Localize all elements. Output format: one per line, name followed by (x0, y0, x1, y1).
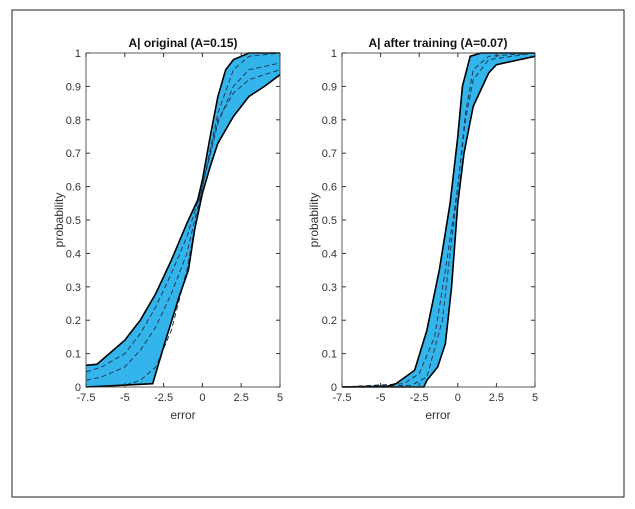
y-tick-label: 0.7 (322, 148, 337, 160)
x-tick-label: 2.5 (489, 392, 504, 404)
plot-title: A| original (A=0.15) (128, 36, 237, 50)
x-tick-label: 5 (277, 392, 283, 404)
y-axis-label: probability (307, 193, 321, 248)
dashed-curve (341, 52, 536, 388)
x-tick-label: 0 (455, 392, 461, 404)
x-axis-label: error (170, 408, 195, 422)
y-tick-label: 0.5 (322, 215, 337, 227)
y-tick-label: 0 (331, 382, 337, 394)
x-tick-label: -2.5 (154, 392, 173, 404)
y-tick-label: 0.2 (322, 315, 337, 327)
x-axis-label: error (425, 408, 450, 422)
x-tick-label: -2.5 (410, 392, 429, 404)
x-tick-label: -5 (376, 392, 386, 404)
x-tick-label: 0 (199, 392, 205, 404)
dashed-curve (85, 52, 281, 373)
dashed-curve (341, 52, 536, 388)
y-tick-label: 0.4 (66, 248, 81, 260)
lower-boundary (85, 74, 281, 388)
upper-boundary (85, 52, 280, 367)
x-tick-label: 5 (532, 392, 538, 404)
figure-border (11, 9, 625, 498)
y-tick-label: 0.2 (66, 315, 81, 327)
y-tick-label: 0.3 (66, 282, 81, 294)
x-tick-label: -7.5 (333, 392, 352, 404)
y-axis-label: probability (52, 193, 66, 248)
y-tick-label: 0.1 (66, 349, 81, 361)
y-tick-label: 0.8 (322, 115, 337, 127)
y-tick-label: 1 (75, 48, 81, 60)
y-tick-label: 1 (331, 48, 337, 60)
y-tick-label: 0.3 (322, 282, 337, 294)
plot-original: -7.5 -5 -2.5 0 2.5 5 0 0.1 0.2 0.3 0.4 0.5 0.6 0.7 0.8… (52, 36, 283, 422)
dashed-curve (85, 69, 281, 388)
y-tick-label: 0.1 (322, 349, 337, 361)
y-tick-label: 0.5 (66, 215, 81, 227)
y-tick-label: 0.6 (66, 182, 81, 194)
y-tick-label: 0.9 (322, 81, 337, 93)
plot-area (86, 53, 280, 387)
plot-after-training: -7.5 -5 -2.5 0 2.5 5 0 0.1 0.2 0.3 0.4 0.5 0.6 0.7 0.8… (307, 36, 538, 422)
y-tick-label: 0.8 (66, 115, 81, 127)
y-tick-label: 0.6 (322, 182, 337, 194)
plot-title: A| after training (A=0.07) (368, 36, 507, 50)
confidence-band (342, 53, 535, 387)
dashed-curve (85, 62, 281, 381)
y-tick-label: 0 (75, 382, 81, 394)
y-tick-label: 0.9 (66, 81, 81, 93)
x-tick-label: 2.5 (234, 392, 249, 404)
y-tick-label: 0.7 (66, 148, 81, 160)
lower-boundary (342, 55, 536, 388)
upper-boundary (341, 52, 535, 388)
x-tick-label: -7.5 (77, 392, 96, 404)
x-tick-label: -5 (120, 392, 130, 404)
confidence-band (86, 53, 280, 387)
y-tick-label: 0.4 (322, 248, 337, 260)
